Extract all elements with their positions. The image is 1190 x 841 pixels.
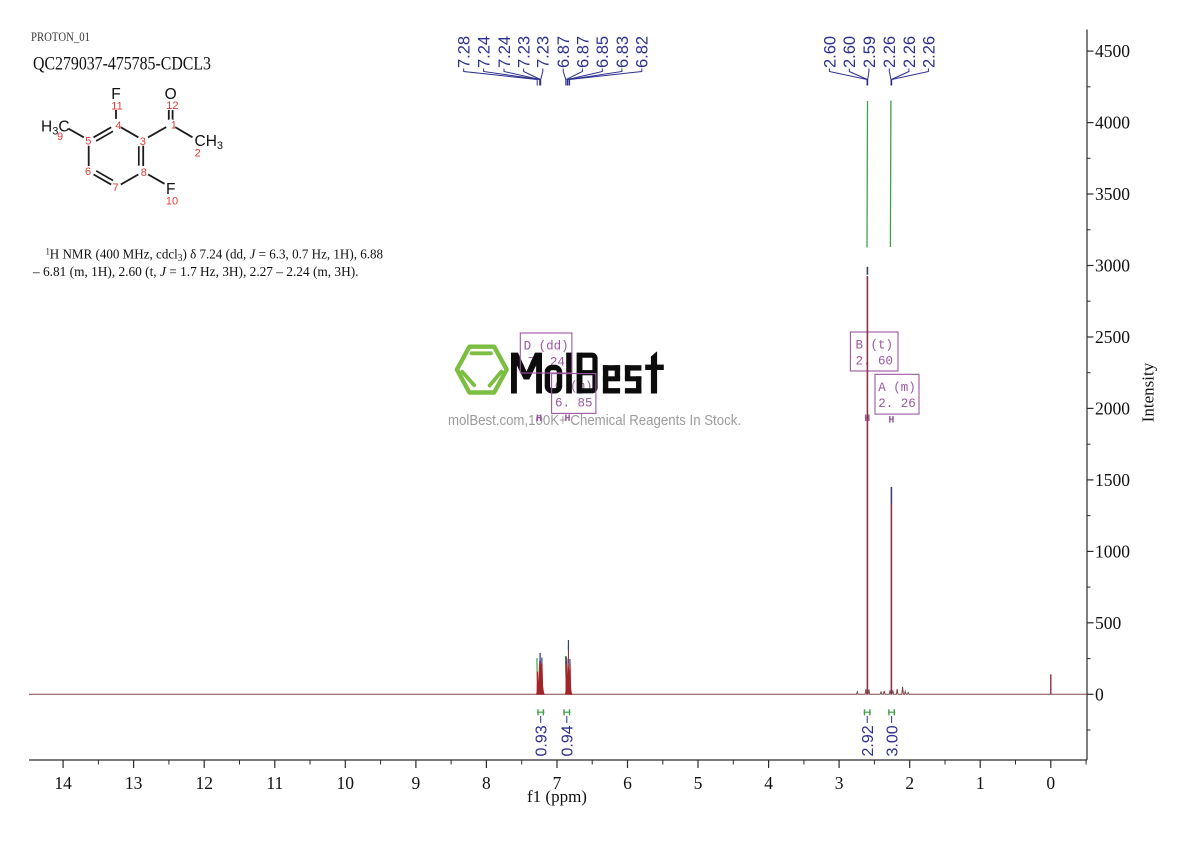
svg-text:3500: 3500: [1095, 184, 1130, 204]
svg-text:8: 8: [141, 167, 147, 179]
svg-text:13: 13: [125, 773, 143, 793]
svg-text:F: F: [166, 181, 175, 198]
svg-text:7.28: 7.28: [456, 36, 474, 68]
svg-text:1500: 1500: [1095, 470, 1130, 490]
svg-text:12: 12: [166, 100, 178, 112]
svg-text:6.85: 6.85: [594, 36, 612, 68]
svg-text:9: 9: [57, 131, 63, 143]
svg-text:0.94: 0.94: [560, 725, 577, 756]
svg-text:6.87: 6.87: [574, 36, 592, 68]
svg-text:Intensity: Intensity: [1139, 362, 1158, 422]
svg-text:3.00: 3.00: [885, 725, 902, 756]
svg-text:D (dd): D (dd): [524, 340, 569, 354]
svg-text:0: 0: [1046, 773, 1055, 793]
svg-text:11: 11: [111, 101, 122, 113]
svg-text:4: 4: [764, 773, 773, 793]
svg-text:6: 6: [85, 166, 91, 178]
svg-text:12: 12: [195, 773, 213, 793]
svg-text:3000: 3000: [1095, 256, 1130, 276]
svg-text:6.83: 6.83: [614, 36, 632, 68]
svg-text:– 6.81 (m, 1H), 2.60 (t, J = 1: – 6.81 (m, 1H), 2.60 (t, J = 1.7 Hz, 3H)…: [32, 265, 358, 280]
svg-text:CH3: CH3: [195, 133, 224, 152]
svg-text:9: 9: [412, 773, 421, 793]
svg-text:PROTON_01: PROTON_01: [31, 30, 90, 44]
svg-text:4000: 4000: [1095, 113, 1130, 133]
svg-text:10: 10: [337, 773, 355, 793]
svg-text:1000: 1000: [1095, 541, 1130, 561]
svg-text:0: 0: [1095, 684, 1104, 704]
svg-text:2.92: 2.92: [860, 725, 877, 756]
svg-text:2: 2: [905, 773, 914, 793]
svg-text:2.59: 2.59: [861, 36, 879, 68]
svg-text:H3C: H3C: [41, 119, 70, 138]
svg-text:2. 60: 2. 60: [855, 355, 893, 369]
svg-text:14: 14: [54, 773, 72, 793]
svg-text:10: 10: [166, 196, 178, 208]
svg-text:2500: 2500: [1095, 327, 1130, 347]
svg-text:1: 1: [976, 773, 985, 793]
svg-text:H: H: [564, 414, 570, 425]
svg-text:2000: 2000: [1095, 398, 1130, 418]
svg-text:B (t): B (t): [855, 339, 893, 353]
svg-text:7.23: 7.23: [516, 36, 534, 68]
svg-text:2.26: 2.26: [901, 36, 919, 68]
svg-text:QC279037-475785-CDCL3: QC279037-475785-CDCL3: [33, 54, 211, 75]
svg-text:F: F: [111, 86, 120, 103]
svg-text:6.82: 6.82: [634, 36, 652, 68]
svg-text:7.24: 7.24: [496, 36, 514, 68]
svg-text:3: 3: [140, 136, 146, 148]
svg-text:A (m): A (m): [878, 381, 916, 395]
svg-text:2.26: 2.26: [881, 36, 899, 68]
svg-text:5: 5: [694, 773, 703, 793]
svg-text:7.23: 7.23: [535, 36, 553, 68]
svg-text:11: 11: [266, 773, 283, 793]
svg-text:f1 (ppm): f1 (ppm): [527, 787, 587, 806]
svg-text:5: 5: [85, 135, 91, 147]
svg-text:6: 6: [623, 773, 632, 793]
svg-text:500: 500: [1095, 613, 1122, 633]
svg-text:O: O: [165, 86, 177, 103]
svg-text:6.87: 6.87: [555, 36, 573, 68]
svg-text:2: 2: [195, 148, 201, 160]
svg-text:2.60: 2.60: [821, 36, 839, 68]
svg-text:2.26: 2.26: [920, 36, 938, 68]
svg-text:3: 3: [835, 773, 844, 793]
svg-text:6. 85: 6. 85: [555, 396, 593, 410]
svg-text:0.93: 0.93: [534, 725, 551, 756]
svg-text:molBest.com,100K+ Chemical Rea: molBest.com,100K+ Chemical Reagents In S…: [448, 412, 741, 429]
svg-text:2.60: 2.60: [841, 36, 859, 68]
svg-text:H: H: [536, 414, 542, 425]
svg-text:4: 4: [115, 120, 121, 132]
svg-text:7.24: 7.24: [476, 36, 494, 68]
svg-text:8: 8: [482, 773, 491, 793]
svg-text:1H NMR (400 MHz, cdcl3) δ 7.24: 1H NMR (400 MHz, cdcl3) δ 7.24 (dd, J = …: [46, 247, 384, 265]
svg-text:4500: 4500: [1095, 41, 1130, 61]
svg-text:7: 7: [113, 182, 119, 194]
svg-text:H: H: [888, 416, 894, 427]
svg-text:2. 26: 2. 26: [878, 397, 916, 411]
svg-text:1: 1: [171, 120, 177, 132]
svg-text:7: 7: [553, 773, 562, 793]
